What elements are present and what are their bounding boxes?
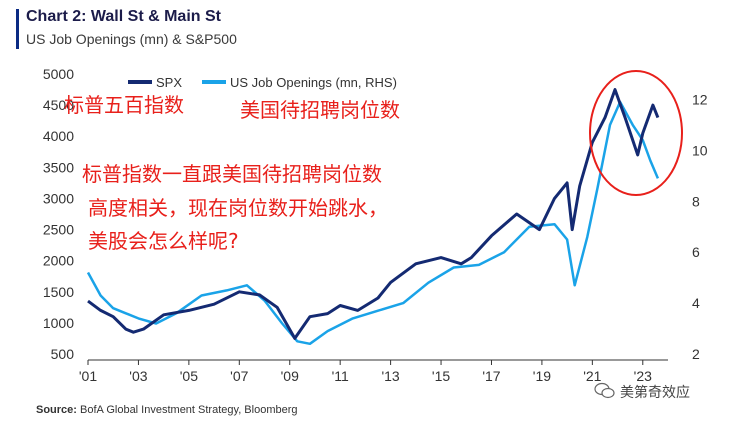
spx-series-line bbox=[87, 88, 660, 340]
source-label: Source: bbox=[36, 404, 77, 416]
x-tick-label: '13 bbox=[381, 368, 399, 384]
wechat-icon bbox=[594, 382, 615, 399]
y-right-tick-label: 2 bbox=[692, 346, 700, 362]
y-left-tick-label: 4500 bbox=[43, 97, 74, 113]
watermark-text: 美第奇效应 bbox=[620, 385, 690, 401]
source-text: BofA Global Investment Strategy, Bloombe… bbox=[80, 404, 298, 416]
y-right-tick-label: 4 bbox=[692, 295, 700, 311]
y-left-tick-label: 4000 bbox=[43, 128, 74, 144]
legend-spx-label: SPX bbox=[156, 75, 182, 90]
y-left-ticks: 500 1000 1500 2000 2500 3000 3500 4000 4500 5000 bbox=[43, 66, 74, 362]
x-tick-label: '07 bbox=[230, 368, 248, 384]
legend: SPX US Job Openings (mn, RHS) bbox=[128, 75, 397, 90]
x-tick-label: '23 bbox=[634, 368, 652, 384]
chart-subtitle: US Job Openings (mn) & S&P500 bbox=[26, 31, 237, 47]
y-right-tick-label: 10 bbox=[692, 142, 708, 158]
legend-jobs-label: US Job Openings (mn, RHS) bbox=[230, 75, 397, 90]
y-right-tick-label: 12 bbox=[692, 91, 708, 107]
x-tick-label: '01 bbox=[79, 368, 97, 384]
y-right-tick-label: 8 bbox=[692, 193, 700, 209]
y-right-ticks: 2 4 6 8 10 12 bbox=[692, 91, 708, 362]
title-accent-bar bbox=[16, 9, 19, 49]
annotation-spx-label: 标普五百指数 bbox=[64, 93, 184, 117]
x-tick-label: '03 bbox=[129, 368, 147, 384]
highlight-circle bbox=[589, 70, 683, 196]
annotation-comment-line3: 美股会怎么样呢? bbox=[88, 229, 239, 253]
y-right-tick-label: 6 bbox=[692, 244, 700, 260]
x-ticks: '01 '03 '05 '07 '09 '11 '13 '15 '17 '19 '21 '23 bbox=[79, 360, 652, 384]
y-left-tick-label: 500 bbox=[51, 346, 75, 362]
x-tick-label: '21 bbox=[583, 368, 601, 384]
x-tick-label: '19 bbox=[533, 368, 551, 384]
y-left-tick-label: 2500 bbox=[43, 222, 74, 238]
annotation-comment-line1: 标普指数一直跟美国待招聘岗位数 bbox=[82, 162, 382, 186]
y-left-tick-label: 2000 bbox=[43, 253, 74, 269]
x-tick-label: '17 bbox=[482, 368, 500, 384]
y-left-tick-label: 3000 bbox=[43, 190, 74, 206]
annotation-comment-line2: 高度相关，现在岗位数开始跳水， bbox=[88, 196, 388, 220]
source-note: Source: BofA Global Investment Strategy,… bbox=[36, 404, 298, 416]
chart-title: Chart 2: Wall St & Main St bbox=[26, 8, 221, 25]
x-tick-label: '15 bbox=[432, 368, 450, 384]
x-tick-label: '05 bbox=[180, 368, 198, 384]
y-left-tick-label: 1500 bbox=[43, 284, 74, 300]
x-tick-label: '11 bbox=[332, 368, 349, 384]
job-openings-series-line bbox=[86, 100, 660, 346]
x-tick-label: '09 bbox=[281, 368, 299, 384]
annotation-jobs-label: 美国待招聘岗位数 bbox=[240, 98, 400, 122]
series-layer bbox=[86, 88, 660, 346]
y-left-tick-label: 5000 bbox=[43, 66, 74, 82]
y-left-tick-label: 3500 bbox=[43, 159, 74, 175]
y-left-tick-label: 1000 bbox=[43, 315, 74, 331]
